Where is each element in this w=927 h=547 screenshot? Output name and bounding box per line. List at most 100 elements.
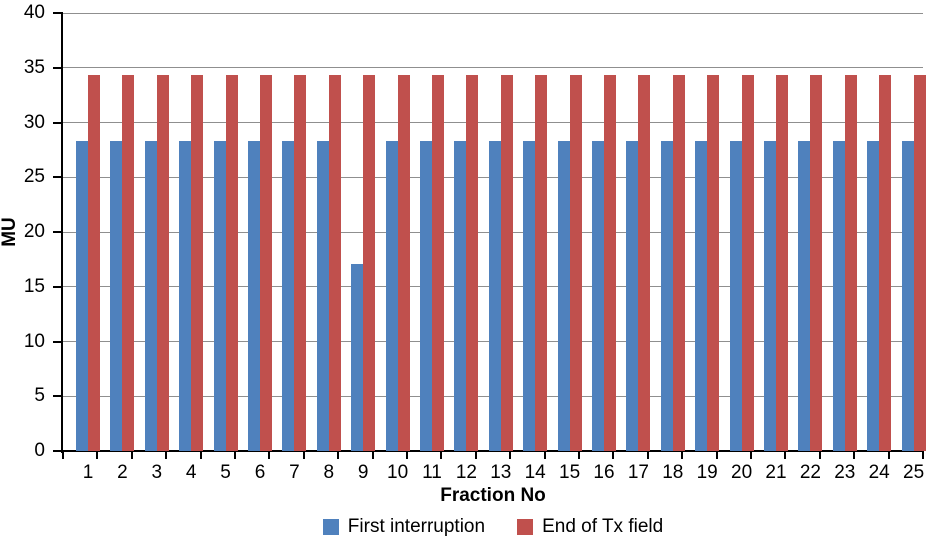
bar-first-interruption bbox=[523, 141, 536, 451]
bar-first-interruption bbox=[764, 141, 776, 451]
x-axis-tick bbox=[165, 451, 168, 459]
x-tick-label: 8 bbox=[323, 462, 335, 483]
y-axis-tick bbox=[53, 340, 63, 343]
y-axis-tick bbox=[53, 450, 63, 452]
x-tick-label: 15 bbox=[559, 462, 581, 483]
legend-label-first-interruption: First interruption bbox=[347, 516, 486, 537]
bar-end-of-tx-field bbox=[225, 75, 238, 451]
bar-first-interruption bbox=[557, 141, 570, 451]
bar-first-interruption bbox=[110, 141, 123, 451]
x-axis-tick bbox=[887, 451, 890, 459]
y-tick-label: 5 bbox=[34, 385, 45, 407]
legend-label-end-of-tx-field: End of Tx field bbox=[542, 516, 664, 537]
x-tick-label: 23 bbox=[834, 462, 856, 483]
y-tick-label: 35 bbox=[23, 56, 45, 78]
x-axis-tick bbox=[818, 451, 821, 459]
x-tick-label: 1 bbox=[82, 462, 94, 483]
bar-first-interruption bbox=[454, 141, 467, 451]
bar-first-interruption bbox=[282, 141, 295, 451]
x-axis-tick bbox=[681, 451, 684, 459]
x-axis-tick bbox=[371, 451, 374, 459]
y-axis-tick bbox=[53, 231, 63, 233]
x-axis-tick bbox=[96, 451, 99, 459]
gridline bbox=[63, 122, 923, 123]
bar-first-interruption bbox=[626, 141, 639, 451]
x-axis-tick bbox=[130, 451, 133, 459]
x-axis-tick bbox=[784, 451, 787, 459]
y-axis-tick bbox=[53, 66, 63, 69]
x-axis-tick bbox=[268, 451, 271, 459]
bar-end-of-tx-field bbox=[466, 75, 479, 451]
x-axis-tick bbox=[612, 451, 615, 459]
bar-end-of-tx-field bbox=[363, 75, 376, 451]
bar-end-of-tx-field bbox=[776, 75, 788, 451]
y-axis-tick bbox=[53, 121, 63, 124]
x-tick-label: 13 bbox=[490, 462, 512, 483]
x-tick-label: 5 bbox=[220, 462, 231, 483]
x-tick-label: 3 bbox=[151, 462, 163, 483]
x-axis-tick bbox=[234, 451, 236, 459]
bar-first-interruption bbox=[832, 141, 845, 451]
bar-end-of-tx-field bbox=[500, 75, 513, 451]
legend-item-first-interruption: First interruption bbox=[322, 516, 486, 538]
bar-end-of-tx-field bbox=[191, 75, 204, 451]
x-axis-tick bbox=[406, 451, 408, 459]
x-axis-tick bbox=[474, 451, 477, 459]
x-tick-label: 11 bbox=[422, 462, 442, 483]
bar-first-interruption bbox=[420, 141, 432, 451]
x-axis-tick bbox=[853, 451, 856, 459]
x-tick-label: 12 bbox=[455, 462, 477, 483]
x-axis-tick bbox=[543, 451, 546, 459]
bar-end-of-tx-field bbox=[844, 75, 857, 451]
bar-end-of-tx-field bbox=[88, 75, 100, 451]
y-axis-tick bbox=[53, 395, 63, 398]
x-axis-line bbox=[61, 450, 923, 452]
bar-end-of-tx-field bbox=[397, 75, 410, 451]
bar-end-of-tx-field bbox=[156, 75, 169, 451]
x-axis-tick bbox=[302, 451, 305, 459]
x-tick-label: 2 bbox=[117, 462, 128, 483]
bar-end-of-tx-field bbox=[707, 75, 720, 451]
y-tick-label: 15 bbox=[23, 275, 45, 297]
y-tick-label: 30 bbox=[23, 111, 45, 133]
x-tick-label: 6 bbox=[254, 462, 266, 483]
x-tick-label: 25 bbox=[903, 462, 925, 483]
bar-first-interruption bbox=[867, 141, 880, 451]
bar-first-interruption bbox=[213, 141, 226, 451]
bar-first-interruption bbox=[76, 141, 88, 451]
x-axis-title: Fraction No bbox=[440, 485, 546, 506]
bar-end-of-tx-field bbox=[604, 75, 616, 451]
x-axis-tick bbox=[646, 451, 649, 459]
bar-end-of-tx-field bbox=[569, 75, 582, 451]
bar-end-of-tx-field bbox=[432, 75, 444, 451]
x-tick-label: 21 bbox=[765, 462, 787, 483]
x-axis-tick bbox=[199, 451, 202, 459]
bar-first-interruption bbox=[729, 141, 742, 451]
bar-end-of-tx-field bbox=[741, 75, 754, 451]
y-axis-tick bbox=[53, 12, 63, 14]
x-tick-label: 14 bbox=[524, 462, 546, 483]
bar-end-of-tx-field bbox=[294, 75, 307, 451]
x-axis-tick bbox=[750, 451, 752, 459]
x-tick-label: 7 bbox=[289, 462, 300, 483]
x-tick-label: 18 bbox=[662, 462, 684, 483]
bar-first-interruption bbox=[660, 141, 673, 451]
x-axis-tick bbox=[578, 451, 580, 459]
x-tick-label: 16 bbox=[593, 462, 615, 483]
x-axis-tick bbox=[62, 451, 64, 459]
bar-first-interruption bbox=[179, 141, 192, 451]
x-axis-tick bbox=[337, 451, 340, 459]
bar-end-of-tx-field bbox=[879, 75, 892, 451]
bar-end-of-tx-field bbox=[913, 75, 926, 451]
bar-first-interruption bbox=[695, 141, 708, 451]
bar-first-interruption bbox=[488, 141, 501, 451]
legend-swatch-end-of-tx-field bbox=[517, 519, 534, 535]
bar-first-interruption bbox=[385, 141, 398, 451]
legend-item-end-of-tx-field: End of Tx field bbox=[517, 516, 663, 538]
bar-end-of-tx-field bbox=[638, 75, 651, 451]
bar-first-interruption bbox=[798, 141, 811, 451]
bar-first-interruption bbox=[316, 141, 329, 451]
x-tick-label: 24 bbox=[868, 462, 890, 483]
y-tick-label: 10 bbox=[23, 330, 45, 352]
